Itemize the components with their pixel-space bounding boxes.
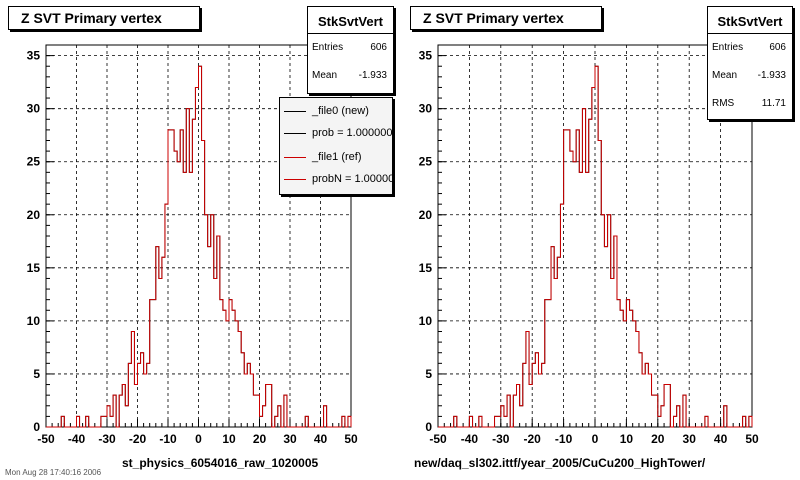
stats-row-rms: RMS 11.71: [708, 90, 792, 118]
y-tick-label: 20: [419, 208, 433, 222]
stats-value: -1.933: [358, 70, 387, 81]
x-tick-label: -50: [429, 432, 447, 446]
legend-item-probn: probN = 1.000000: [280, 172, 393, 186]
x-tick-label: -40: [461, 432, 479, 446]
x-tick-label: 30: [283, 432, 297, 446]
y-tick-label: 25: [27, 155, 41, 169]
panel-left-xlabel: st_physics_6054016_raw_1020005: [122, 456, 319, 470]
y-tick-label: 30: [27, 102, 41, 116]
stats-label: Mean: [312, 70, 338, 81]
legend-label: probN = 1.000000: [312, 173, 393, 185]
footer-timestamp: Mon Aug 28 17:40:16 2006: [5, 468, 102, 477]
stats-row-entries: Entries 606: [308, 34, 393, 62]
y-tick-label: 30: [419, 102, 433, 116]
panel-right-title: Z SVT Primary vertex: [410, 6, 602, 30]
legend-line-icon: [284, 132, 306, 134]
y-tick-label: 35: [27, 49, 41, 63]
x-tick-label: 10: [222, 432, 236, 446]
x-tick-label: 10: [620, 432, 634, 446]
x-tick-label: -10: [159, 432, 177, 446]
stats-value: 606: [769, 42, 786, 53]
x-tick-label: 50: [344, 432, 358, 446]
stats-name: StkSvtVert: [308, 7, 393, 34]
stats-row-mean: Mean -1.933: [708, 62, 792, 90]
stats-value: -1.933: [757, 70, 786, 81]
y-tick-label: 10: [27, 314, 41, 328]
stats-name: StkSvtVert: [708, 7, 792, 34]
x-tick-label: -30: [98, 432, 116, 446]
stats-label: RMS: [712, 98, 735, 109]
panel-left-title: Z SVT Primary vertex: [8, 6, 200, 30]
histogram-series-ref: [438, 65, 753, 428]
legend-line-icon: [284, 178, 306, 180]
legend-item-ref: _file1 (ref): [280, 150, 362, 164]
legend-item-new: _file0 (new): [280, 104, 369, 118]
x-tick-label: 30: [683, 432, 697, 446]
x-tick-label: -10: [555, 432, 573, 446]
stats-row-mean: Mean -1.933: [308, 62, 393, 90]
panel-left-legend: _file0 (new) prob = 1.000000 _file1 (ref…: [279, 97, 393, 195]
legend-line-icon: [284, 156, 306, 158]
y-tick-label: 25: [419, 155, 433, 169]
y-tick-label: 0: [33, 420, 40, 434]
x-tick-label: -20: [129, 432, 147, 446]
y-tick-label: 0: [425, 420, 432, 434]
legend-item-prob: prob = 1.000000: [280, 126, 392, 140]
x-tick-label: -40: [68, 432, 86, 446]
stats-label: Mean: [712, 70, 738, 81]
x-tick-label: 40: [314, 432, 328, 446]
panel-left-stats-box: StkSvtVert Entries 606 Mean -1.933: [307, 6, 394, 94]
legend-label: _file0 (new): [312, 105, 369, 117]
y-tick-label: 35: [419, 49, 433, 63]
legend-label: prob = 1.000000: [312, 127, 393, 139]
stats-row-entries: Entries 606: [708, 34, 792, 62]
y-tick-label: 5: [33, 367, 40, 381]
y-tick-label: 15: [27, 261, 41, 275]
x-tick-label: 0: [592, 432, 599, 446]
y-tick-label: 20: [27, 208, 41, 222]
x-tick-label: -30: [492, 432, 510, 446]
panel-right-xlabel: new/daq_sl302.ittf/year_2005/CuCu200_Hig…: [414, 456, 706, 470]
x-tick-label: -20: [524, 432, 542, 446]
panel-right-stats-box: StkSvtVert Entries 606 Mean -1.933 RMS 1…: [707, 6, 793, 120]
legend-line-icon: [284, 110, 306, 112]
x-tick-label: 20: [651, 432, 665, 446]
histogram-series-ref: [46, 65, 352, 428]
stats-label: Entries: [312, 42, 344, 53]
x-tick-label: 20: [253, 432, 267, 446]
x-tick-label: 50: [745, 432, 759, 446]
x-tick-label: 40: [714, 432, 728, 446]
x-tick-label: -50: [37, 432, 55, 446]
y-tick-label: 15: [419, 261, 433, 275]
x-tick-label: 0: [195, 432, 202, 446]
legend-label: _file1 (ref): [312, 151, 362, 163]
y-tick-label: 5: [425, 367, 432, 381]
stats-value: 606: [370, 42, 387, 53]
y-tick-label: 10: [419, 314, 433, 328]
stats-label: Entries: [712, 42, 744, 53]
stats-value: 11.71: [761, 98, 786, 109]
